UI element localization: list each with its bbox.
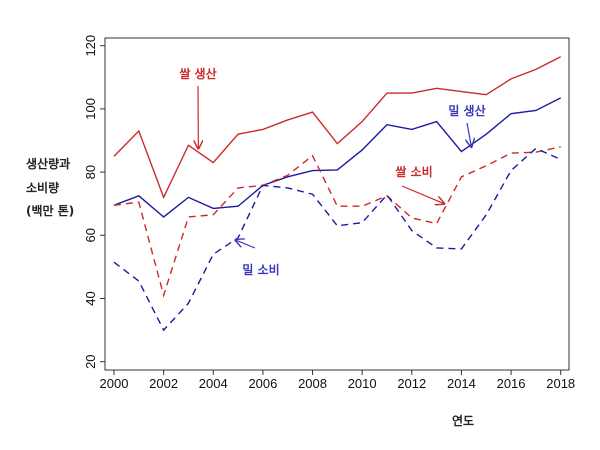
x-tick-label: 2012	[397, 376, 426, 391]
x-tick-label: 2014	[447, 376, 476, 391]
annotation-label: 쌀 생산	[179, 66, 216, 81]
y-tick-label: 120	[83, 35, 98, 57]
x-tick-label: 2000	[100, 376, 129, 391]
y-tick-label: 40	[83, 291, 98, 305]
annotation-arrow-icon	[401, 185, 444, 204]
y-tick-label: 20	[83, 354, 98, 368]
y-axis-label-line3: (백만 톤)	[26, 204, 75, 218]
plot-frame	[104, 37, 570, 371]
x-tick-label: 2016	[497, 376, 526, 391]
annotation-label: 밀 소비	[242, 262, 279, 277]
y-axis-label-line1: 생산량과	[26, 157, 71, 171]
annotation-label: 밀 생산	[448, 103, 485, 118]
x-axis-label: 연도	[452, 414, 475, 428]
x-tick-label: 2008	[298, 376, 327, 391]
y-tick-label: 100	[83, 98, 98, 120]
annotation-arrow-icon	[236, 240, 256, 249]
y-tick-label: 80	[83, 165, 98, 179]
x-tick-label: 2002	[149, 376, 178, 391]
y-tick-label: 60	[83, 228, 98, 242]
series-line-밀 생산	[113, 97, 562, 218]
x-tick-label: 2010	[348, 376, 377, 391]
annotation-label: 쌀 소비	[395, 164, 432, 179]
x-tick-label: 2006	[248, 376, 277, 391]
annotation-arrow-icon	[467, 122, 471, 147]
y-axis-label-line2: 소비량	[26, 181, 60, 195]
x-tick-label: 2018	[546, 376, 575, 391]
x-tick-label: 2004	[199, 376, 228, 391]
